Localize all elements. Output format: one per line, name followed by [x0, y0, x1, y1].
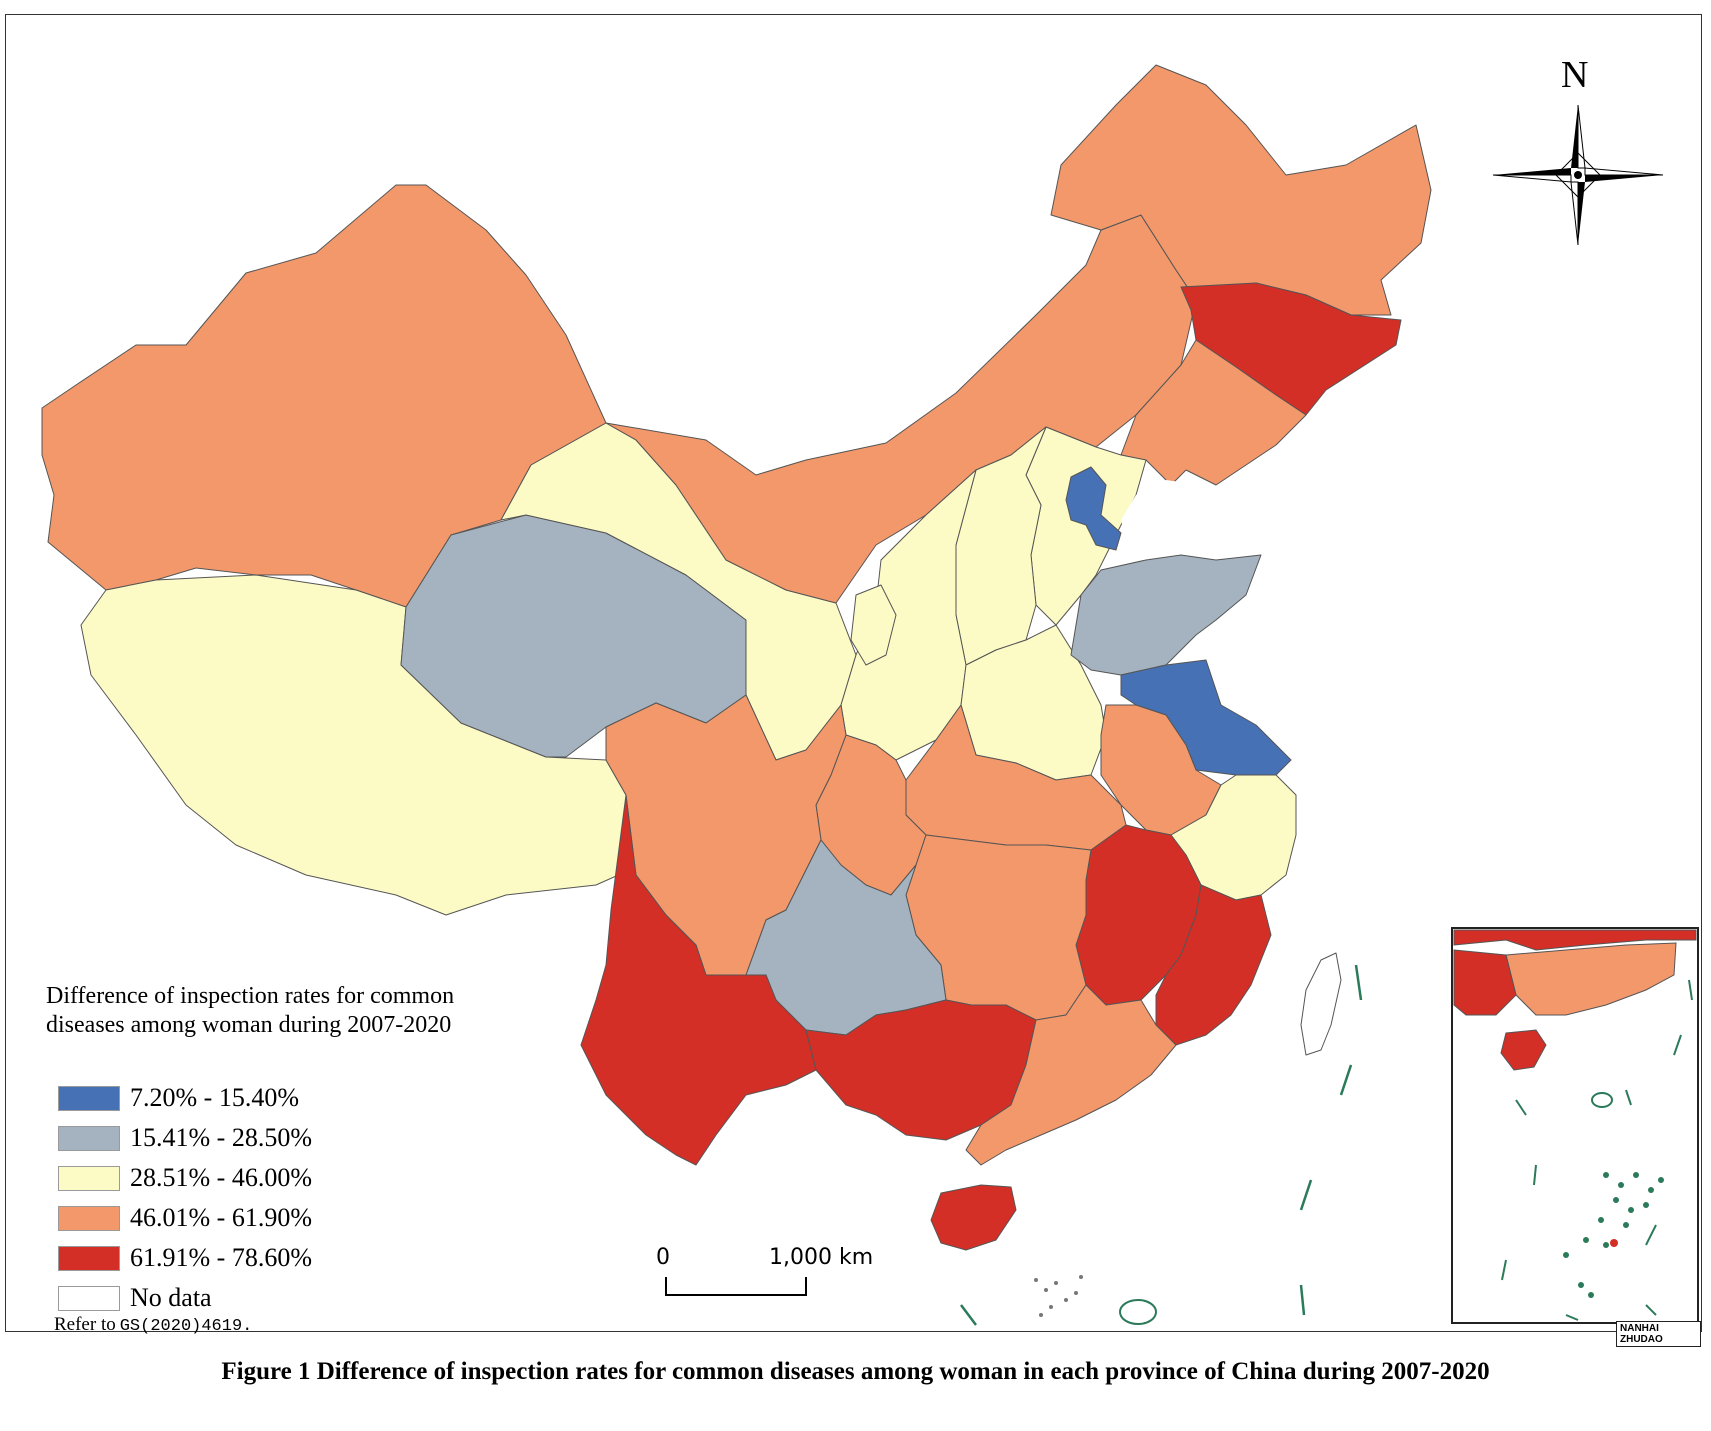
legend-swatch	[58, 1245, 120, 1271]
legend-item: 61.91% - 78.60%	[58, 1238, 312, 1278]
bohai-sea	[1121, 480, 1221, 550]
region-hainan	[930, 1184, 1017, 1251]
south-china-sea-dashes	[960, 964, 1363, 1326]
figure-caption: Figure 1 Difference of inspection rates …	[221, 1358, 1490, 1385]
legend-label: 61.91% - 78.60%	[130, 1243, 312, 1272]
legend-title: Difference of inspection rates for commo…	[46, 982, 546, 1040]
south-china-sea-islands	[1034, 1275, 1083, 1317]
refer-code: GS(2020)4619.	[119, 1317, 253, 1336]
region-guangdong	[965, 984, 1177, 1166]
legend-item: 28.51% - 46.00%	[58, 1158, 312, 1198]
legend-label: 46.01% - 61.90%	[130, 1203, 312, 1232]
legend-swatch	[58, 1165, 120, 1191]
region-shandong	[1070, 554, 1262, 676]
region-taiwan	[1300, 952, 1342, 1056]
legend-label: 28.51% - 46.00%	[130, 1163, 312, 1192]
legend-label: No data	[130, 1283, 212, 1312]
inset-map	[1451, 927, 1699, 1324]
region-yunnan	[580, 794, 817, 1166]
region-ningxia	[850, 584, 897, 666]
refer-note: Refer to GS(2020)4619.	[54, 1314, 252, 1336]
legend-item: 7.20% - 15.40%	[58, 1078, 312, 1118]
island-group	[1119, 1299, 1157, 1325]
legend-swatch	[58, 1205, 120, 1231]
legend-item: No data	[58, 1278, 312, 1318]
north-arrow-icon	[1492, 104, 1664, 246]
legend-item: 46.01% - 61.90%	[58, 1198, 312, 1238]
legend-swatch	[58, 1125, 120, 1151]
region-beijing-tianjin	[1065, 466, 1122, 551]
legend-title-line1: Difference of inspection rates for commo…	[46, 983, 455, 1009]
legend-label: 7.20% - 15.40%	[130, 1083, 299, 1112]
legend: 7.20% - 15.40% 15.41% - 28.50% 28.51% - …	[58, 1078, 312, 1318]
china-choropleth-map	[41, 64, 1699, 1326]
scale-bar	[665, 1277, 807, 1296]
legend-swatch	[58, 1085, 120, 1111]
north-label: N	[1561, 54, 1589, 96]
scale-zero-label: 0	[656, 1245, 670, 1270]
legend-label: 15.41% - 28.50%	[130, 1123, 312, 1152]
region-liaoning	[1120, 339, 1307, 486]
region-fujian	[1155, 884, 1272, 1046]
map-frame: N Difference of inspection rates for com…	[5, 14, 1702, 1347]
refer-label: Refer to	[54, 1314, 116, 1335]
scale-end-label: 1,000 km	[769, 1245, 874, 1270]
legend-swatch	[58, 1285, 120, 1311]
inset-label: NANHAI ZHUDAO	[1616, 1321, 1701, 1347]
legend-title-line2: diseases among woman during 2007-2020	[46, 1012, 452, 1038]
legend-item: 15.41% - 28.50%	[58, 1118, 312, 1158]
